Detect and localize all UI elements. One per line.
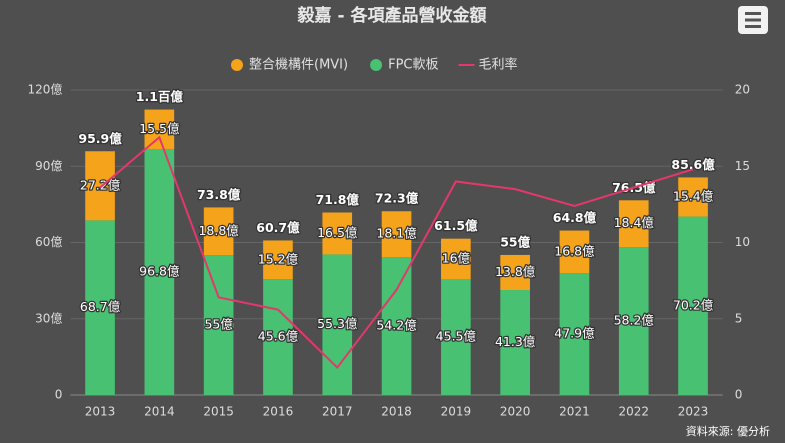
value-label: 68.7億 [80, 299, 121, 314]
value-label: 55.3億 [317, 316, 358, 331]
value-label: 55億 [204, 317, 233, 332]
bar-segment [203, 255, 234, 395]
x-tick-label: 2021 [559, 405, 590, 419]
source-note: 資料來源: 優分析 [686, 424, 770, 438]
value-label: 27.2億 [80, 177, 121, 192]
legend-swatch [231, 59, 243, 71]
y-tick-label: 90億 [35, 159, 62, 173]
bar-segment [678, 177, 708, 217]
bar-segment [203, 207, 234, 256]
value-label: 15.5億 [139, 121, 180, 136]
total-label: 64.8億 [553, 210, 597, 225]
bar-segment [85, 220, 115, 395]
value-label: 70.2億 [673, 297, 714, 312]
y2-tick-label: 10 [735, 235, 750, 249]
menu-button[interactable] [738, 6, 768, 34]
total-label: 95.9億 [78, 131, 122, 146]
value-label: 16億 [442, 251, 471, 266]
chart-title: 毅嘉 - 各項產品營收金額 [297, 5, 487, 26]
total-label: 73.8億 [197, 187, 241, 202]
legend-item: 整合機構件(MVI) [231, 58, 348, 73]
value-label: 54.2億 [376, 318, 417, 333]
bar-segment [144, 109, 175, 149]
menu-bar [745, 12, 761, 15]
bar-segment [322, 254, 353, 395]
total-label: 71.8億 [316, 192, 360, 207]
value-label: 41.3億 [495, 334, 536, 349]
value-label: 18.4億 [614, 215, 655, 230]
total-label: 60.7億 [256, 220, 300, 235]
legend-item: FPC軟板 [370, 57, 439, 73]
bar-segment [618, 200, 649, 248]
bar-segment [263, 279, 293, 395]
bar-segment [441, 238, 471, 280]
y-tick-label: 60億 [35, 235, 62, 249]
x-tick-label: 2022 [618, 405, 649, 419]
bar-segment [559, 273, 590, 395]
y-tick-label: 120億 [27, 83, 62, 97]
bar-segment [144, 148, 175, 395]
value-label: 47.9億 [554, 326, 595, 341]
legend-item: 毛利率 [458, 57, 518, 73]
value-label: 13.8億 [495, 264, 536, 279]
value-label: 45.6億 [258, 329, 299, 344]
x-tick-label: 2017 [322, 405, 353, 419]
bar-segment [322, 212, 353, 255]
bar-segment [500, 290, 530, 395]
total-label: 72.3億 [375, 191, 419, 206]
y2-tick-label: 15 [735, 159, 750, 173]
value-label: 16.5億 [317, 225, 358, 240]
value-label: 15.2億 [258, 251, 299, 266]
x-tick-label: 2016 [263, 405, 294, 419]
legend-label: FPC軟板 [388, 57, 438, 73]
bar-segment [500, 254, 530, 291]
line-series [99, 135, 694, 370]
legend-label: 整合機構件(MVI) [249, 58, 348, 73]
x-tick-label: 2015 [203, 405, 234, 419]
y-tick-label: 30億 [35, 311, 62, 325]
bar-segment [263, 240, 293, 280]
value-label: 96.8億 [139, 263, 180, 278]
total-label: 61.5億 [434, 218, 478, 233]
menu-bar [745, 18, 761, 22]
y2-tick-label: 20 [735, 83, 750, 97]
x-tick-label: 2019 [441, 405, 472, 419]
total-label: 55億 [500, 234, 530, 249]
value-label: 18.8億 [198, 223, 239, 238]
bar-segment [559, 230, 590, 274]
bar-segment [85, 151, 115, 221]
value-label: 45.5億 [436, 329, 477, 344]
bar-segment [678, 216, 708, 395]
x-tick-label: 2013 [85, 405, 116, 419]
bar-segment [381, 211, 412, 258]
menu-bar [745, 25, 761, 28]
bar-segment [441, 279, 471, 395]
value-label: 16.8億 [554, 243, 595, 258]
legend-swatch [370, 59, 383, 71]
total-label: 1.1百億 [136, 89, 184, 104]
x-tick-label: 2023 [678, 405, 709, 419]
value-label: 58.2億 [614, 313, 655, 328]
bar-segment [381, 257, 412, 395]
value-label: 15.4億 [673, 189, 714, 204]
y2-tick-label: 0 [735, 388, 743, 402]
y2-tick-label: 5 [735, 311, 743, 325]
x-tick-label: 2020 [500, 405, 531, 419]
y-tick-label: 0 [55, 388, 63, 402]
value-label: 18.1億 [376, 226, 417, 241]
x-tick-label: 2018 [381, 405, 412, 419]
x-tick-label: 2014 [144, 405, 175, 419]
bar-segment [618, 247, 649, 395]
total-label: 85.6億 [671, 157, 715, 172]
legend-label: 毛利率 [479, 57, 518, 73]
